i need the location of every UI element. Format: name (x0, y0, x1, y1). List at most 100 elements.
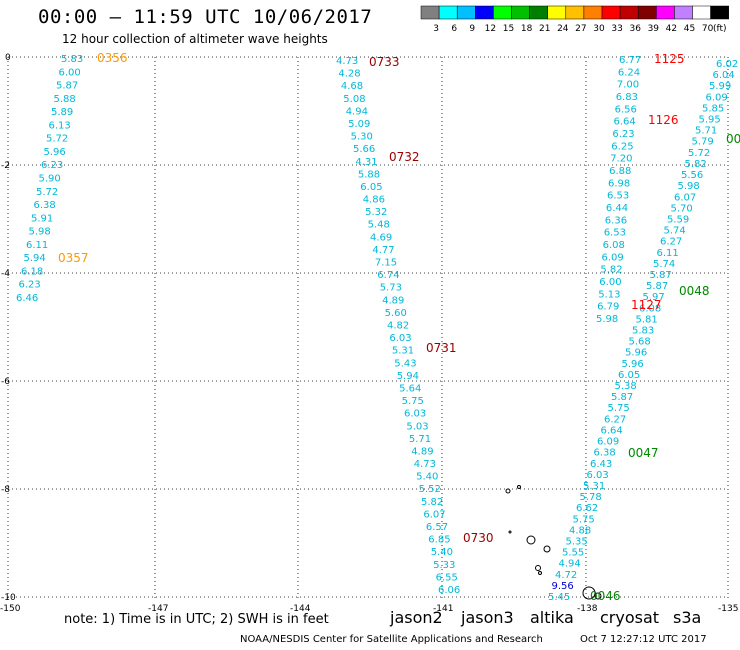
pass-time-label: 0047 (628, 446, 659, 460)
wave-height-value: 6.05 (360, 182, 382, 193)
wave-height-value: 5.48 (368, 220, 390, 231)
legend-tick-label: 21 (539, 24, 550, 34)
legend-swatch (656, 5, 675, 20)
note-text: note: 1) Time is in UTC; 2) SWH is in fe… (64, 612, 329, 627)
legend-tick-label: 36 (629, 24, 641, 34)
grid-lines (7, 56, 729, 600)
wave-height-value: 4.94 (559, 559, 581, 570)
wave-height-value: 6.57 (426, 522, 448, 533)
island-outline (517, 485, 521, 489)
legend-swatch (529, 5, 548, 20)
legend-s3a: s3a (673, 608, 702, 627)
wave-height-value: 5.52 (419, 484, 441, 495)
wave-height-value: 6.05 (618, 370, 640, 381)
legend-swatch (674, 5, 693, 20)
legend-swatch (601, 5, 621, 20)
wave-height-value: 5.83 (632, 326, 654, 337)
wave-height-value: 5.87 (56, 81, 78, 92)
wave-height-value: 6.25 (611, 141, 633, 152)
wave-height-value: 6.62 (576, 503, 598, 514)
island-outline (526, 535, 536, 545)
wave-height-value: 6.24 (618, 67, 640, 78)
legend-swatch (511, 5, 530, 20)
legend-tick-label: 27 (575, 24, 586, 34)
wave-height-value: 5.03 (406, 421, 428, 432)
wave-height-value: 4.73 (414, 459, 436, 470)
island-outline (538, 571, 542, 575)
wave-height-value: 6.55 (436, 572, 458, 583)
wave-height-value: 5.96 (625, 348, 647, 359)
wave-height-value: 6.09 (602, 252, 624, 263)
wave-height-value: 7.15 (375, 258, 397, 269)
wave-height-value: 5.75 (573, 514, 595, 525)
legend-swatch (565, 5, 585, 20)
legend-altika: altika (530, 608, 574, 627)
lat-tick-label: -6 (1, 377, 10, 387)
wave-height-value: 5.33 (433, 560, 455, 571)
wave-height-value: 5.98 (29, 227, 51, 238)
wave-height-value: 6.02 (716, 59, 738, 70)
pass-time-label: 0731 (426, 341, 457, 355)
wave-height-value: 4.88 (569, 525, 591, 536)
pass-time-label: 0048 (679, 284, 710, 298)
legend-jason3: jason3 (461, 608, 514, 627)
wave-height-value: 4.72 (555, 570, 577, 581)
legend-swatch (420, 5, 440, 20)
wave-height-value: 5.91 (31, 213, 53, 224)
wave-height-value: 6.74 (377, 270, 399, 281)
lon-tick-label: -150 (0, 604, 21, 614)
legend-tick-label: 6 (451, 24, 457, 34)
legend-swatch (583, 5, 603, 20)
wave-height-value: 6.09 (597, 437, 619, 448)
pass-time-label: 0356 (97, 51, 128, 65)
island-outline (505, 488, 511, 494)
wave-height-value: 5.87 (650, 270, 672, 281)
legend-swatch (493, 5, 512, 20)
wave-height-value: 7.20 (610, 154, 632, 165)
legend-tick-label: 12 (485, 24, 496, 34)
wave-height-value: 5.32 (365, 207, 387, 218)
wave-height-value: 5.56 (681, 170, 703, 181)
legend-tick-label: 30 (593, 24, 605, 34)
legend-tick-label: 42 (666, 24, 677, 34)
wave-height-value: 5.88 (358, 169, 380, 180)
wave-height-value: 6.36 (605, 215, 627, 226)
wave-height-value: 5.82 (685, 159, 707, 170)
island-outline (508, 530, 512, 534)
legend-swatch (692, 5, 711, 20)
wave-height-value: 6.43 (590, 459, 612, 470)
wave-height-value: 5.97 (643, 292, 665, 303)
wave-height-value: 5.70 (671, 203, 693, 214)
legend-cryosat: cryosat (600, 608, 660, 627)
lon-tick-label: -135 (718, 604, 738, 614)
wave-height-value: 5.88 (54, 94, 76, 105)
pass-time-label: 0732 (389, 150, 420, 164)
wave-height-value: 5.68 (629, 337, 651, 348)
wave-height-value: 6.11 (26, 240, 48, 251)
wave-height-value: 6.64 (601, 425, 623, 436)
wave-height-value: 6.03 (404, 409, 426, 420)
legend-swatch (637, 5, 657, 20)
wave-height-value: 4.28 (338, 69, 360, 80)
wave-height-value: 6.04 (713, 70, 735, 81)
wave-height-value: 6.46 (16, 293, 38, 304)
wave-height-value: 6.07 (674, 192, 696, 203)
wave-height-value: 5.74 (664, 226, 686, 237)
wave-height-value: 5.99 (709, 81, 731, 92)
wave-height-value: 5.31 (583, 481, 605, 492)
wave-height-value: 6.98 (608, 178, 630, 189)
wave-height-value: 4.89 (411, 447, 433, 458)
wave-height-labels: 5.83 6.00 5.87 5.88 5.89 6.13 5.72 5.96 6.23 5.90… (16, 51, 740, 603)
wave-height-value: 5.96 (622, 359, 644, 370)
wave-height-value: 4.69 (370, 232, 392, 243)
wave-height-value: 6.27 (660, 237, 682, 248)
wave-height-value: 5.98 (678, 181, 700, 192)
wave-height-value: 6.09 (706, 92, 728, 103)
wave-height-value: 5.64 (399, 384, 421, 395)
axis-labels: -150 -147 -144 -141 -138 -135 0 -2 -4 -6 -8 -10 (0, 53, 738, 614)
wave-height-value: 4.68 (341, 81, 363, 92)
wave-height-value: 5.81 (636, 314, 658, 325)
wave-height-value: 5.98 (596, 314, 618, 325)
wave-height-value: 5.38 (615, 381, 637, 392)
legend-tick-label: 70 (702, 24, 714, 34)
